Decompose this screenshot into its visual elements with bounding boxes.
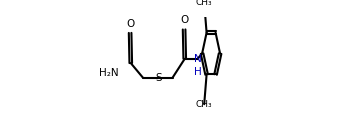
- Text: H₂N: H₂N: [99, 68, 119, 78]
- Text: S: S: [156, 73, 162, 83]
- Text: O: O: [180, 15, 188, 25]
- Text: O: O: [126, 19, 134, 29]
- Text: H: H: [194, 67, 202, 77]
- Text: CH₃: CH₃: [196, 0, 213, 7]
- Text: CH₃: CH₃: [196, 100, 213, 109]
- Text: N: N: [194, 54, 202, 64]
